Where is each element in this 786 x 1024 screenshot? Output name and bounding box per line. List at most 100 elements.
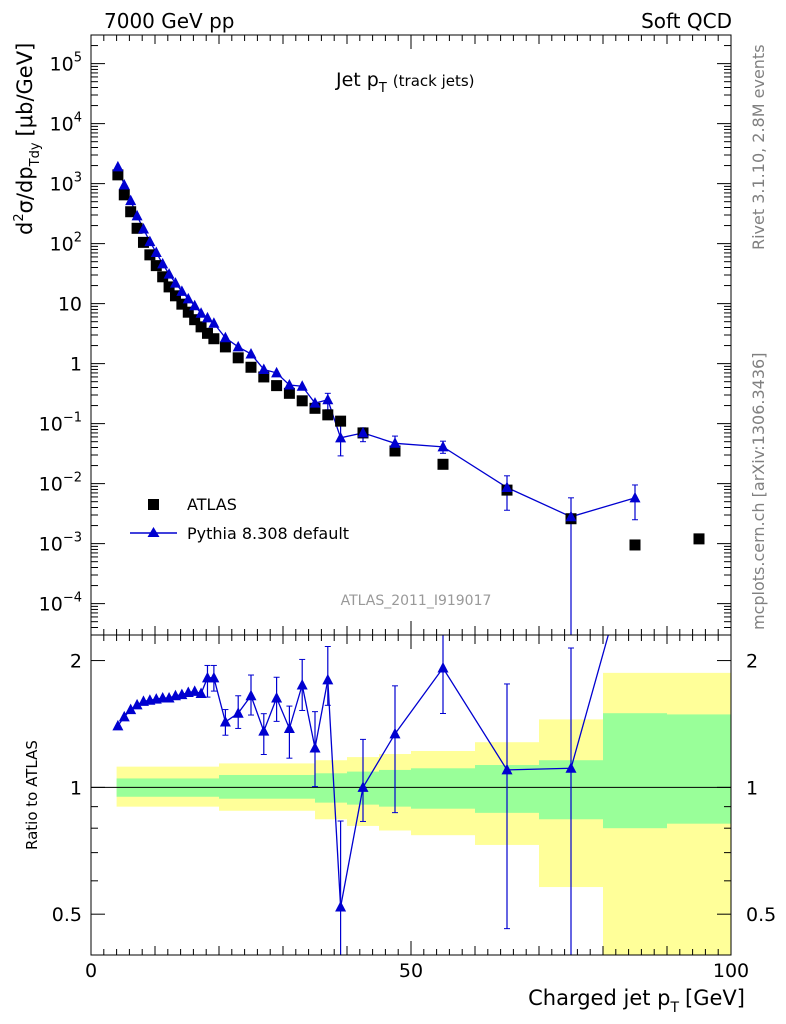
atlas-point (137, 236, 149, 248)
pythia-point (182, 292, 194, 304)
pythia-point (309, 397, 321, 408)
pythia-ratio-point (258, 725, 270, 736)
atlas-point (208, 333, 220, 345)
atlas-point (271, 380, 283, 392)
pythia-point (118, 178, 130, 190)
x-axis: 0 50 100 (85, 635, 749, 982)
plot-title-main: Jet p (335, 69, 379, 91)
atlas-point (195, 321, 207, 333)
pythia-ratio-point (195, 687, 207, 699)
atlas-point (437, 458, 449, 470)
pythia-point (389, 437, 401, 448)
ratio-inner-band (219, 774, 315, 799)
x-tick-label: 50 (399, 960, 423, 982)
pythia-point (258, 363, 270, 374)
main-y-tick-label: 104 (50, 111, 82, 136)
pythia-point (357, 426, 369, 438)
pythia-main-line (117, 166, 636, 518)
main-y-tick-label: 105 (50, 51, 82, 76)
atlas-point (150, 260, 162, 272)
pythia-ratio-point (357, 781, 369, 792)
pythia-point (437, 440, 449, 452)
atlas-point (283, 387, 295, 399)
pythia-point (176, 285, 188, 296)
pythia-point (296, 380, 308, 391)
ratio-y-tick-label: 2 (70, 651, 82, 673)
legend-atlas-marker (148, 499, 159, 510)
atlas-point (309, 402, 321, 414)
atlas-point (144, 249, 156, 261)
ratio-inner-band (603, 713, 667, 829)
ratio-y-tick-label-right: 1 (746, 777, 758, 799)
pythia-point (232, 340, 244, 352)
ratio-uncertainty-bands (116, 672, 731, 955)
pythia-point (131, 209, 143, 221)
atlas-point (693, 533, 705, 545)
pythia-ratio-point (131, 698, 143, 710)
atlas-point (169, 290, 181, 302)
plot-title-extra: (track jets) (393, 72, 475, 90)
atlas-point (296, 395, 308, 407)
atlas-point (125, 206, 137, 218)
main-y-tick-label: 1 (70, 354, 82, 376)
legend-atlas-label: ATLAS (187, 495, 237, 514)
pythia-ratio-point (501, 763, 513, 775)
legend-pythia-label: Pythia 8.308 default (187, 524, 349, 543)
atlas-point (219, 341, 231, 353)
pythia-ratio-point (118, 710, 130, 722)
ratio-inner-band (315, 773, 347, 803)
x-axis-label: Charged jet pT [GeV] (528, 986, 745, 1016)
x-tick-label: 0 (85, 960, 97, 982)
main-y-tick-label: 10−4 (39, 591, 82, 616)
mcplots-reference-label: mcplots.cern.ch [arXiv:1306.3436] (749, 353, 768, 630)
atlas-point (629, 539, 641, 551)
ratio-y-tick-label-right: 2 (746, 651, 758, 673)
pythia-ratio-point (322, 673, 334, 685)
pythia-ratio-point (271, 691, 283, 703)
pythia-ratio-point (125, 703, 137, 715)
main-y-tick-label: 10−1 (39, 411, 82, 436)
atlas-point (245, 361, 257, 373)
ratio-y-tick-label: 1 (70, 777, 82, 799)
atlas-point (112, 169, 124, 181)
atlas-point (232, 352, 244, 364)
main-y-tick-label: 10−2 (39, 471, 82, 496)
plot-title-subscript: T (378, 81, 387, 96)
pythia-point (271, 366, 283, 378)
ratio-y-tick-label: 0.5 (52, 904, 82, 926)
legend-pythia-marker (147, 527, 160, 537)
pythia-ratio-point (232, 707, 244, 718)
pythia-point (195, 307, 207, 318)
header-category-label: Soft QCD (641, 9, 732, 33)
atlas-point (258, 371, 270, 383)
atlas-point (201, 327, 213, 339)
pythia-point (137, 223, 149, 234)
pythia-point (322, 393, 334, 405)
pythia-point (112, 160, 124, 172)
header-energy-label: 7000 GeV pp (104, 9, 235, 33)
atlas-point (322, 409, 334, 421)
main-y-tick-label: 103 (50, 171, 82, 196)
pythia-ratio-point (189, 685, 201, 696)
atlas-point (389, 445, 401, 457)
atlas-point (163, 281, 175, 293)
pythia-ratio-point (283, 722, 295, 733)
atlas-point (131, 222, 143, 234)
pythia-point (163, 268, 175, 279)
ratio-y-tick-label-right: 0.5 (746, 904, 776, 926)
pythia-ratio-point (208, 671, 220, 683)
main-y-tick-label: 102 (50, 231, 82, 256)
pythia-point (335, 431, 347, 443)
atlas-point (189, 314, 201, 326)
atlas-point (118, 189, 130, 201)
rivet-version-label: Rivet 3.1.10, 2.8M events (749, 44, 768, 250)
main-y-tick-label: 10 (58, 294, 82, 316)
analysis-id-label: ATLAS_2011_I919017 (341, 593, 492, 609)
pythia-ratio-point (112, 719, 124, 731)
ratio-inner-band (667, 714, 731, 824)
pythia-point (201, 311, 213, 323)
main-series-layer (112, 160, 705, 635)
pythia-point (208, 317, 220, 328)
ratio-inner-band (411, 768, 475, 809)
